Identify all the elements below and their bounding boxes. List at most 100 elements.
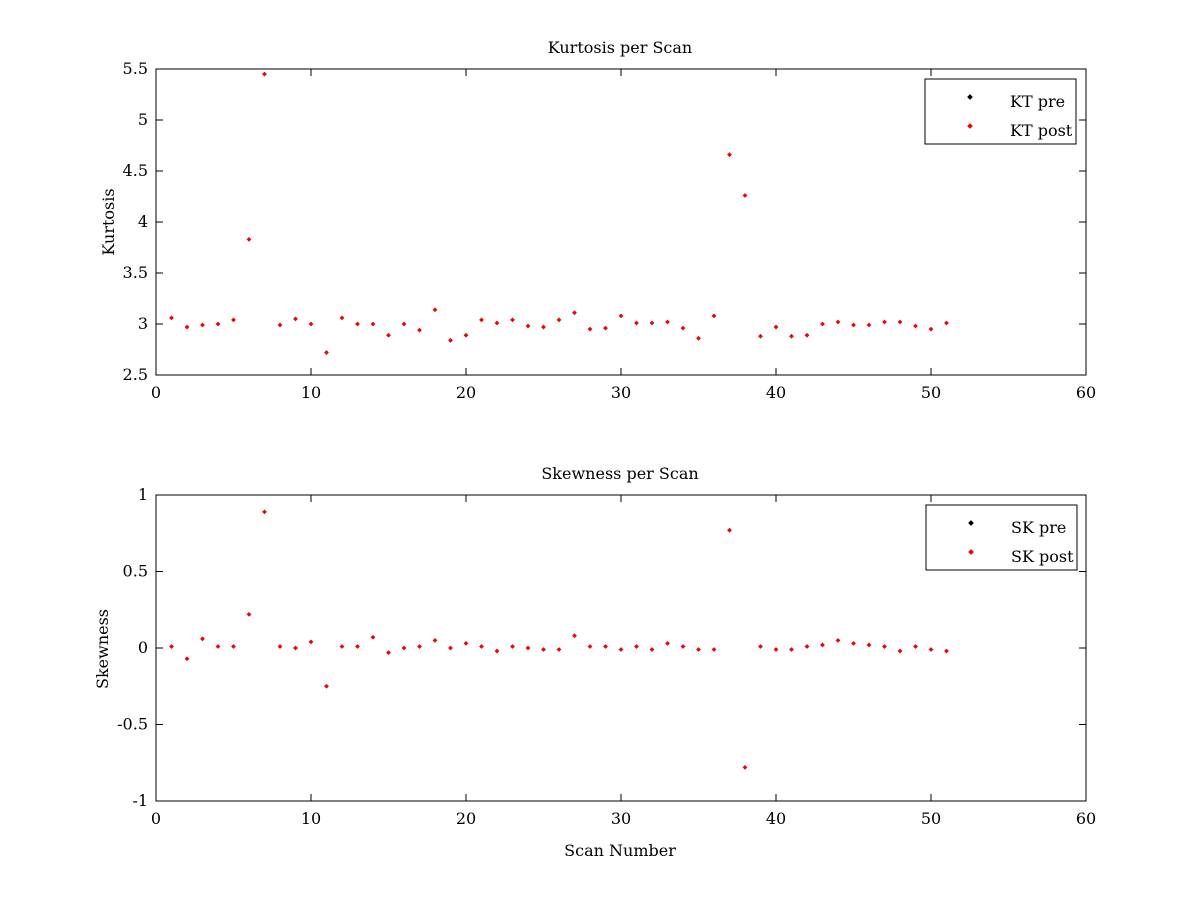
kurtosis-point-post bbox=[184, 324, 190, 330]
skewness-point-post bbox=[851, 641, 856, 646]
skewness-x-tick-label: 20 bbox=[456, 809, 476, 828]
kurtosis-legend-marker-pre bbox=[967, 94, 973, 100]
kurtosis-legend: KT pre KT post bbox=[924, 78, 1077, 145]
kurtosis-x-tick-label: 10 bbox=[301, 383, 321, 402]
skewness-point-post bbox=[386, 650, 391, 655]
skewness-point-post bbox=[355, 644, 360, 649]
kurtosis-point-post bbox=[370, 321, 376, 327]
skewness-point-post bbox=[308, 639, 314, 645]
skewness-legend: SK pre SK post bbox=[925, 504, 1078, 571]
skewness-point-post bbox=[494, 648, 500, 654]
kurtosis-point-post bbox=[804, 332, 810, 338]
skewness-point-post bbox=[479, 644, 484, 649]
skewness-point-post bbox=[820, 642, 825, 648]
skewness-point-post bbox=[944, 648, 949, 654]
kurtosis-point-post bbox=[401, 321, 407, 327]
kurtosis-x-tick-label: 20 bbox=[456, 383, 476, 402]
kurtosis-axis-ticks: 0 10 20 30 40 50 60 2.5 3 3.5 4 4.5 5 5.5 bbox=[123, 59, 1097, 402]
skewness-point-post bbox=[882, 644, 887, 649]
kurtosis-y-tick-label: 5 bbox=[138, 110, 148, 129]
kurtosis-point-post bbox=[665, 319, 670, 325]
skewness-point-post bbox=[324, 683, 329, 689]
kurtosis-point-post bbox=[851, 322, 856, 328]
skewness-plot-title: Skewness per Scan bbox=[541, 464, 698, 483]
skewness-x-tick-label: 30 bbox=[611, 809, 631, 828]
kurtosis-x-tick-label: 30 bbox=[611, 383, 631, 402]
kurtosis-legend-marker-post bbox=[967, 123, 973, 129]
skewness-x-tick-label: 40 bbox=[766, 809, 786, 828]
skewness-legend-label-post: SK post bbox=[1011, 547, 1074, 566]
kurtosis-y-tick-label: 2.5 bbox=[123, 365, 148, 384]
skewness-axis-ticks: 0 10 20 30 40 50 60 -1 -0.5 0 0.5 1 bbox=[117, 485, 1096, 828]
skewness-y-tick-label: -0.5 bbox=[117, 715, 148, 734]
skewness-point-post bbox=[525, 645, 531, 651]
kurtosis-point-post bbox=[696, 336, 701, 341]
kurtosis-plot-title: Kurtosis per Scan bbox=[548, 38, 692, 57]
skewness-point-post bbox=[370, 635, 376, 640]
kurtosis-point-post bbox=[789, 333, 794, 339]
kurtosis-point-post bbox=[479, 317, 484, 323]
kurtosis-point-post bbox=[572, 310, 577, 316]
kurtosis-point-post bbox=[758, 333, 763, 339]
kurtosis-point-post bbox=[603, 325, 608, 331]
skewness-point-post bbox=[804, 644, 810, 649]
kurtosis-point-post bbox=[835, 319, 841, 325]
kurtosis-legend-label-pre: KT pre bbox=[1010, 92, 1065, 111]
skewness-y-tick-label: 0.5 bbox=[123, 562, 148, 581]
kurtosis-x-tick-label: 60 bbox=[1076, 383, 1096, 402]
skewness-legend-marker-post bbox=[968, 549, 974, 555]
kurtosis-point-post bbox=[417, 327, 422, 333]
skewness-point-post bbox=[339, 644, 345, 649]
skewness-point-post bbox=[277, 644, 283, 649]
skewness-point-post bbox=[262, 509, 267, 515]
skewness-point-post bbox=[401, 645, 407, 651]
kurtosis-point-post bbox=[432, 307, 438, 312]
kurtosis-point-post bbox=[510, 317, 515, 323]
skewness-point-post bbox=[587, 644, 593, 649]
kurtosis-legend-label-post: KT post bbox=[1010, 121, 1073, 140]
skewness-point-post bbox=[727, 527, 732, 533]
kurtosis-x-tick-label: 40 bbox=[766, 383, 786, 402]
skewness-x-tick-label: 60 bbox=[1076, 809, 1096, 828]
skewness-legend-box bbox=[925, 504, 1078, 571]
kurtosis-axes-box bbox=[155, 68, 1087, 376]
skewness-point-post bbox=[417, 644, 422, 649]
kurtosis-point-post bbox=[928, 326, 934, 332]
kurtosis-point-post bbox=[277, 322, 283, 328]
kurtosis-x-tick-label: 50 bbox=[921, 383, 941, 402]
kurtosis-point-post bbox=[618, 313, 624, 319]
kurtosis-point-post bbox=[293, 316, 298, 322]
skewness-point-post bbox=[758, 644, 763, 649]
skewness-point-post bbox=[603, 644, 608, 649]
kurtosis-y-tick-label: 3 bbox=[138, 314, 148, 333]
skewness-point-post bbox=[432, 638, 438, 643]
kurtosis-point-post bbox=[541, 324, 546, 330]
kurtosis-point-post bbox=[820, 321, 825, 327]
skewness-x-axis-label: Scan Number bbox=[564, 841, 676, 860]
kurtosis-point-post bbox=[711, 313, 717, 319]
kurtosis-y-tick-label: 5.5 bbox=[123, 59, 148, 78]
kurtosis-point-post bbox=[649, 320, 655, 326]
skewness-y-tick-label: 1 bbox=[138, 485, 148, 504]
kurtosis-point-post bbox=[231, 317, 236, 323]
kurtosis-point-post bbox=[355, 321, 360, 327]
skewness-y-tick-label: 0 bbox=[138, 638, 148, 657]
kurtosis-point-post bbox=[169, 315, 174, 321]
skewness-point-post bbox=[897, 648, 903, 654]
skewness-point-post bbox=[835, 638, 841, 643]
kurtosis-point-post bbox=[308, 321, 314, 327]
skewness-point-post bbox=[665, 641, 670, 646]
kurtosis-point-post bbox=[525, 323, 531, 329]
skewness-legend-label-pre: SK pre bbox=[1011, 518, 1066, 537]
kurtosis-plot: Kurtosis per Scan Kurtosis 0 10 20 30 40 50 60… bbox=[99, 38, 1096, 402]
kurtosis-y-tick-label: 3.5 bbox=[123, 263, 148, 282]
kurtosis-point-post bbox=[339, 315, 345, 321]
kurtosis-legend-box bbox=[924, 78, 1077, 145]
kurtosis-y-axis-label: Kurtosis bbox=[99, 188, 118, 255]
skewness-axes-box bbox=[155, 494, 1087, 802]
kurtosis-y-tick-label: 4 bbox=[138, 212, 148, 231]
kurtosis-x-tick-label: 0 bbox=[151, 383, 161, 402]
skewness-plot: Skewness per Scan Skewness Scan Number 0… bbox=[93, 464, 1096, 860]
